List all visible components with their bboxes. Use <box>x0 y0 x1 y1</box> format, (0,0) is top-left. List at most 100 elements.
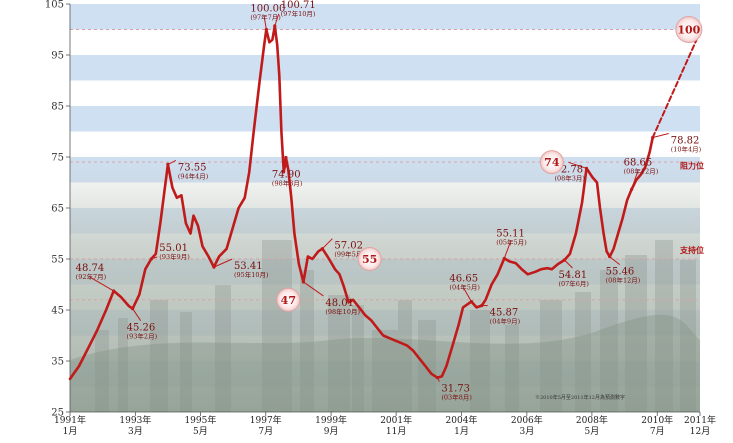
x-tick-year: 2010年 <box>641 414 673 426</box>
skyline-building <box>625 255 647 412</box>
y-tick-label: 85 <box>51 102 64 113</box>
annotation-value: 54.81 <box>558 270 587 281</box>
annotation-point <box>131 307 135 311</box>
x-tick-month: 9月 <box>324 426 339 437</box>
annotation-arrow <box>322 238 333 250</box>
level-bubble-55 <box>357 247 382 271</box>
skyline-building <box>680 260 696 412</box>
annotation-point <box>608 255 612 259</box>
y-tick-label: 75 <box>51 153 64 164</box>
skyline-building <box>575 292 591 412</box>
x-tick-year: 1995年 <box>184 414 216 426</box>
annotation-value: 45.87 <box>490 308 519 319</box>
x-tick-year: 1999年 <box>315 414 347 426</box>
resistance-label: 阻力位 <box>680 161 704 171</box>
x-tick-year: 2008年 <box>576 414 608 426</box>
skyline-foliage <box>70 314 700 412</box>
skyline-building <box>95 330 109 412</box>
annotation-value: 73.55 <box>178 162 207 173</box>
annotation-point <box>320 247 324 251</box>
annotation-arrow <box>568 161 587 169</box>
annotation-value: 31.73 <box>441 384 470 395</box>
annotation-date: (07年6月) <box>558 279 589 288</box>
index-line <box>68 24 654 381</box>
x-tick-month: 1月 <box>454 426 469 437</box>
annotation-date: (94年4月) <box>178 171 209 180</box>
annotation-point <box>264 27 268 32</box>
annotation-point <box>149 257 153 261</box>
annotations: 48.74(92年7月) 45.26(93年2月) 55.01(93年9月) 73.5… <box>76 0 702 402</box>
y-axis: 25 35 45 55 65 75 85 95 105 <box>45 0 71 419</box>
skyline-building <box>418 320 436 412</box>
annotation-arrow <box>274 13 280 27</box>
annotation-value: 45.26 <box>127 323 156 334</box>
annotation-arrow <box>631 171 639 190</box>
annotation-point <box>562 258 567 262</box>
y-tick-label: 105 <box>45 0 64 11</box>
annotation-point <box>502 256 506 261</box>
x-tick-year: 1991年 <box>54 414 86 426</box>
skyline-building <box>328 295 350 412</box>
level-label-100: 100 <box>677 24 700 37</box>
background-band <box>70 106 700 132</box>
level-label-55: 55 <box>362 253 377 266</box>
annotation-arrow <box>132 308 142 321</box>
x-tick-month: 11月 <box>386 426 406 437</box>
reference-lines <box>70 29 700 301</box>
annotation-date: (98年3月) <box>272 179 303 188</box>
annotation-arrow <box>89 276 114 292</box>
skyline-building <box>262 240 292 412</box>
annotation-point <box>112 289 116 293</box>
annotation-point <box>469 299 474 304</box>
annotation-date: (93年2月) <box>127 332 158 341</box>
annotation-value: 55.01 <box>159 243 188 254</box>
skyline-building <box>215 285 231 412</box>
annotation-date: (08年12月) <box>624 166 659 175</box>
annotation-point <box>284 155 288 160</box>
annotation-point <box>301 280 305 284</box>
annotation-point <box>212 265 216 269</box>
annotation-value: 72.78 <box>554 164 583 175</box>
background-band <box>70 55 700 81</box>
x-tick-month: 5月 <box>585 426 600 437</box>
level-bubble-100 <box>675 16 703 43</box>
annotation-date: (04年5月) <box>449 283 480 292</box>
annotation-date: (08年3月) <box>554 173 585 182</box>
annotation-value: 100.00 <box>250 4 285 15</box>
skyline-building <box>150 300 168 412</box>
annotation-value: 74.90 <box>272 170 301 181</box>
x-tick-month: 5月 <box>193 426 208 437</box>
annotation-date: (03年8月) <box>441 393 472 402</box>
level-bubble-47 <box>276 287 301 312</box>
annotation-point <box>480 303 484 308</box>
x-tick-year: 2011年 <box>684 414 716 426</box>
x-tick-year: 1997年 <box>250 414 282 426</box>
background-band <box>70 4 700 30</box>
background-band <box>70 80 700 106</box>
x-tick-month: 12月 <box>690 426 710 437</box>
annotation-value: 55.11 <box>496 228 525 239</box>
y-tick-label: 65 <box>51 204 64 215</box>
annotation-point <box>166 162 170 166</box>
x-tick-year: 2006年 <box>511 414 543 426</box>
skyline-building <box>540 300 562 412</box>
annotation-value: 78.82 <box>671 136 700 147</box>
annotation-value: 48.01 <box>325 298 354 309</box>
x-tick-month: 7月 <box>258 426 273 437</box>
x-tick-year: 1993年 <box>119 414 151 426</box>
y-tick-label: 95 <box>51 51 64 62</box>
annotation-value: 68.65 <box>624 157 653 168</box>
annotation-value: 46.65 <box>449 274 478 285</box>
level-bubble-74 <box>539 150 564 175</box>
x-tick-month: 7月 <box>650 426 665 437</box>
annotation-date: (93年9月) <box>159 252 190 261</box>
x-tick-month: 3月 <box>128 426 143 437</box>
x-tick-month: 3月 <box>519 426 534 437</box>
annotation-point <box>435 376 439 380</box>
annotation-arrow <box>462 287 472 302</box>
annotation-date: (98年10月) <box>325 307 360 316</box>
annotation-date: (08年12月) <box>606 276 641 285</box>
annotation-arrow <box>564 259 573 269</box>
skyline-building <box>470 310 490 412</box>
